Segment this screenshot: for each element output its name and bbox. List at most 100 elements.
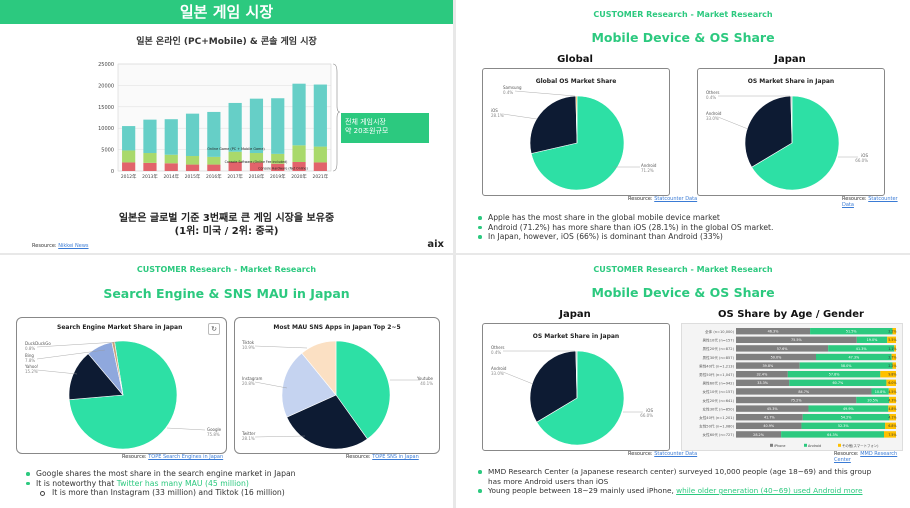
pie-label: Youtube (416, 376, 434, 381)
leader-line (514, 90, 576, 97)
pie-slice (281, 352, 337, 418)
bar-value-label: 39.8% (762, 364, 774, 368)
pie-slice (301, 340, 337, 396)
leader-line (166, 427, 206, 431)
age-gender-chart-card: 全体 (n=10,000) 46.3% 51.5% 2.2% 男性10代 (n=157)… (681, 323, 903, 451)
bar-value-label: 54.2% (841, 416, 853, 420)
resource-link[interactable]: Statcounter Data (654, 196, 698, 202)
bar-value-label: 9.8% (888, 373, 896, 377)
pie-value-label: 75.8% (207, 432, 220, 437)
resource-link[interactable]: TOPE SNS in Japan (372, 454, 419, 460)
bar-value-label: 28.2% (753, 433, 765, 437)
bar-value-label: 4.5% (888, 390, 896, 394)
row-label: 女性50代 (n=1,080) (699, 424, 734, 429)
resource-note: Resource: Nikkei News (32, 243, 89, 249)
bar-segment (736, 345, 829, 352)
game-market-bar-chart: 0 5000 10000 15000 20000 25000 2012年 2013年 2014年… (98, 62, 341, 180)
bar-segment (249, 162, 264, 171)
bar-value-label: 49.9% (843, 407, 855, 411)
age-gender-bar-chart: 全体 (n=10,000) 46.3% 51.5% 2.2% 男性10代 (n=157)… (699, 328, 897, 448)
pie-slice (744, 95, 793, 168)
pie-value-label: 33.0% (706, 116, 719, 121)
x-tick-label: 2019年 (270, 173, 286, 180)
legend-label: Android (808, 444, 821, 448)
pie-slice (335, 340, 391, 440)
bar-value-label: 4.3% (888, 398, 896, 402)
global-os-chart-card: Global OS Market Share Android 71.2% iOS 28… (482, 68, 670, 196)
bar-segment (802, 414, 890, 421)
bar-segment (736, 405, 809, 412)
pie-value-label: 66.0% (855, 158, 868, 163)
bar-segment (787, 371, 881, 378)
leader-line (502, 113, 538, 120)
chart-title: Search Engine Market Share in Japan (57, 324, 183, 331)
chart-title: Global OS Market Share (535, 78, 617, 85)
refresh-icon[interactable]: ↻ (208, 323, 220, 335)
bar-segment (894, 345, 896, 352)
bar-segment (207, 111, 221, 157)
resource-link[interactable]: Statcounter Data (842, 196, 898, 208)
row-label: 男性30代 (n=857) (703, 355, 735, 360)
bar-segment (185, 156, 200, 165)
bar-value-label: 75.5% (791, 338, 803, 342)
bar-value-label: 6.8% (888, 424, 896, 428)
bar-segment (207, 164, 221, 171)
pie-value-label: 10.9% (242, 345, 255, 350)
bar-segment (271, 98, 285, 154)
pie-label: Twitter (241, 431, 256, 436)
highlight-link[interactable]: while older generation (40~69) used Andr… (676, 486, 863, 495)
x-tick-label: 2014年 (163, 173, 179, 180)
pie-slice (575, 95, 578, 144)
bar-segment (249, 98, 264, 154)
resource-link[interactable]: MMD Research Center (834, 451, 898, 463)
brand-logo: aix (427, 239, 444, 250)
callout-line-1: 전체 게임시장 (345, 118, 386, 126)
bar-value-label: 75.2% (791, 398, 803, 402)
bar-segment (164, 154, 178, 164)
pie-value-label: 28.1% (242, 436, 255, 441)
pie-label: iOS (861, 153, 868, 158)
resource-link[interactable]: Statcounter Data (654, 451, 698, 457)
bar-segment (810, 328, 893, 335)
row-label: 女性40代 (n=1,201) (699, 415, 734, 420)
slide-title: Mobile Device & OS Share (591, 285, 775, 300)
pie-value-label: 7.8% (25, 358, 35, 363)
bullet-item: Apple has the most share in the global m… (476, 213, 773, 223)
bar-value-label: 57.8% (829, 373, 841, 377)
legend-swatch (804, 443, 807, 447)
pie-label: iOS (491, 108, 498, 113)
row-label: 男性40代 (n=1,213) (699, 363, 734, 368)
bar-segment (143, 153, 157, 163)
segment-label: Online Game (PC + Mobile Game) (207, 147, 265, 151)
chart-title: OS Market Share in Japan (532, 333, 620, 340)
bullet-item: Android (71.2%) has more share than iOS … (476, 223, 773, 233)
bar-segment (799, 362, 893, 369)
row-label: 男性60代 (n=942) (703, 381, 735, 386)
banner: 일본 게임 시장 (0, 0, 453, 24)
bar-segment (164, 119, 178, 155)
pie-slice (529, 350, 578, 423)
pie-value-label: 0.8% (25, 346, 35, 351)
row-label: 男性10代 (n=157) (703, 338, 735, 343)
bar-segment (880, 371, 896, 378)
resource-note-left: Resource: Statcounter Data (628, 451, 698, 457)
resource-link[interactable]: TOPE Search Engines in Japan (148, 454, 224, 460)
pie-value-label: 0.4% (491, 350, 501, 355)
bullet-item: Young people between 18~29 mainly used i… (476, 486, 871, 496)
resource-link[interactable]: Nikkei News (58, 243, 89, 249)
row-label: 女性60代 (n=727) (703, 432, 735, 437)
bar-segment (249, 153, 264, 163)
caption-line-2: (1위: 미국 / 2위: 중국) (174, 226, 279, 237)
bar-segment (313, 162, 327, 171)
slide-title: Mobile Device & OS Share (591, 30, 775, 45)
search-engine-chart-card: Search Engine Market Share in Japan ↻ Go… (16, 317, 227, 454)
pie-slice (530, 95, 625, 191)
pie-value-label: 0.4% (503, 90, 513, 95)
market-size-callout: 전체 게임시장 약 20조원규모 (341, 113, 429, 143)
legend-label: iPhone (774, 444, 785, 448)
y-tick-label: 15000 (98, 105, 114, 111)
bar-segment (736, 422, 802, 429)
bar-segment (207, 156, 221, 165)
